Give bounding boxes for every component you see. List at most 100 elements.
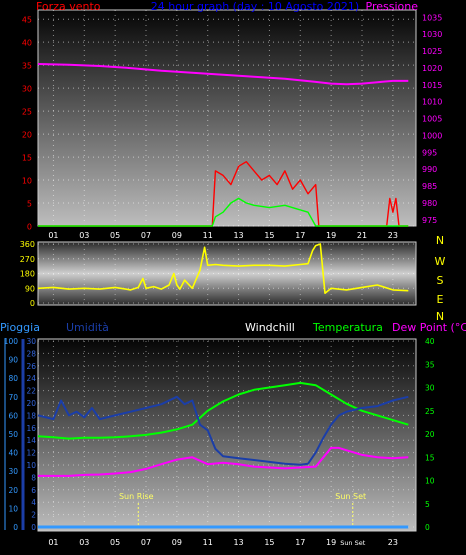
wind-hour-tick-21: 21 bbox=[357, 231, 367, 240]
series-dew-point-c-line bbox=[38, 446, 409, 477]
wind-speed-tick-labels: 0 5 10 15 20 25 30 35 40 45 bbox=[22, 16, 32, 232]
rain-tick-50: 50 bbox=[8, 430, 18, 439]
wind-speed-tick-40: 40 bbox=[22, 39, 32, 48]
temp-hour-tick-01: 01 bbox=[48, 538, 58, 547]
wind-direction-series bbox=[37, 243, 409, 295]
wind-hour-tick-11: 11 bbox=[203, 231, 213, 240]
wind-pressure-series bbox=[37, 63, 409, 227]
temp-hour-tick-17: 17 bbox=[295, 538, 305, 547]
humidity-tick-30: 30 bbox=[26, 337, 36, 346]
humidity-tick-22: 22 bbox=[26, 387, 36, 396]
humidity-tick-8: 8 bbox=[31, 473, 36, 482]
wind-hour-tick-15: 15 bbox=[264, 231, 274, 240]
pressure-tick-1020: 1020 bbox=[422, 64, 442, 73]
temp-hour-tick-03: 03 bbox=[79, 538, 89, 547]
dewpoint-label: Dew Point (°C) bbox=[392, 321, 466, 334]
wind-speed-tick-15: 15 bbox=[22, 154, 32, 163]
rain-tick-labels: 0 10 20 30 40 50 60 70 80 90 100 bbox=[4, 337, 19, 532]
temp-hour-tick-09: 09 bbox=[172, 538, 182, 547]
rain-tick-10: 10 bbox=[8, 504, 18, 513]
temp-hour-tick-19: 19 bbox=[326, 538, 336, 547]
wind-hour-tick-17: 17 bbox=[295, 231, 305, 240]
humidity-tick-28: 28 bbox=[26, 349, 36, 358]
temp-hour-tick-05: 05 bbox=[110, 538, 120, 547]
temperature-tick-labels: 0 5 10 15 20 25 30 35 40 bbox=[425, 337, 435, 532]
humidity-tick-14: 14 bbox=[26, 436, 36, 445]
wind-hour-tick-09: 09 bbox=[172, 231, 182, 240]
compass-label-3: E bbox=[437, 293, 444, 306]
temp-hour-tick-23: 23 bbox=[388, 538, 398, 547]
series-raffica-line bbox=[38, 160, 409, 227]
rain-tick-20: 20 bbox=[8, 486, 18, 495]
wind-hour-tick-labels: 01 03 05 07 09 11 13 15 17 19 21 23 bbox=[48, 231, 398, 240]
rain-axis-label: Pioggia bbox=[0, 321, 40, 334]
wind-speed-tick-20: 20 bbox=[22, 131, 32, 140]
rain-tick-40: 40 bbox=[8, 449, 18, 458]
sun-rise-label: Sun Rise bbox=[119, 492, 154, 501]
series-pressione-line bbox=[37, 63, 409, 86]
humidity-tick-12: 12 bbox=[26, 449, 36, 458]
compass-label-2: S bbox=[437, 274, 444, 287]
wind-direction-degree-labels: 0 90 180 270 360 bbox=[20, 240, 35, 308]
temp-hour-tick-11: 11 bbox=[203, 538, 213, 547]
compass-label-0: N bbox=[436, 234, 444, 247]
pressure-tick-1035: 1035 bbox=[422, 13, 442, 22]
series-media-line bbox=[38, 197, 409, 227]
temperature-tick-15: 15 bbox=[425, 453, 435, 462]
temperature-tick-20: 20 bbox=[425, 430, 435, 439]
direction-tick-360: 360 bbox=[20, 240, 35, 249]
pressure-tick-labels: 975 980 985 990 995 1000 1005 1010 1015 1020 1025 1… bbox=[422, 13, 442, 225]
series-temperatura-line bbox=[37, 381, 409, 440]
wind-speed-tick-30: 30 bbox=[22, 85, 32, 94]
pressure-tick-995: 995 bbox=[422, 148, 437, 157]
wind-pressure-grid bbox=[38, 10, 416, 227]
pressure-tick-980: 980 bbox=[422, 199, 437, 208]
wind-speed-tick-45: 45 bbox=[22, 16, 32, 25]
temperature-tick-35: 35 bbox=[425, 360, 435, 369]
direction-tick-270: 270 bbox=[20, 255, 35, 264]
wind-hour-tick-05: 05 bbox=[110, 231, 120, 240]
temp-hour-tick-13: 13 bbox=[233, 538, 243, 547]
temperature-label: Temperatura bbox=[312, 321, 383, 334]
rain-tick-100: 100 bbox=[4, 337, 19, 346]
humidity-tick-18: 18 bbox=[26, 411, 36, 420]
wind-hour-tick-07: 07 bbox=[141, 231, 151, 240]
chart-title: 24 hour graph (day : 10 Agosto 2021) bbox=[151, 0, 359, 13]
temperature-tick-0: 0 bbox=[425, 523, 430, 532]
compass-label-1: W bbox=[435, 255, 446, 268]
pressure-axis-label: Pressione bbox=[366, 0, 419, 13]
pressure-tick-1025: 1025 bbox=[422, 47, 442, 56]
windchill-label: Windchill bbox=[245, 321, 295, 334]
rain-tick-80: 80 bbox=[8, 374, 18, 383]
humidity-tick-24: 24 bbox=[26, 374, 36, 383]
humidity-tick-20: 20 bbox=[26, 399, 36, 408]
temperature-tick-10: 10 bbox=[425, 477, 435, 486]
direction-tick-0: 0 bbox=[30, 299, 35, 308]
series-umidit-line bbox=[37, 395, 409, 466]
pressure-tick-1010: 1010 bbox=[422, 98, 442, 107]
series-wind-direction-line bbox=[37, 243, 409, 295]
rain-tick-70: 70 bbox=[8, 393, 18, 402]
rain-tick-90: 90 bbox=[8, 356, 18, 365]
wind-hour-tick-01: 01 bbox=[48, 231, 58, 240]
temp-hour-tick-07: 07 bbox=[141, 538, 151, 547]
direction-tick-90: 90 bbox=[25, 284, 35, 293]
wind-hour-tick-23: 23 bbox=[388, 231, 398, 240]
wind-direction-plot-area bbox=[37, 241, 417, 306]
direction-tick-180: 180 bbox=[20, 270, 35, 279]
wind-speed-tick-10: 10 bbox=[22, 177, 32, 186]
pressure-tick-975: 975 bbox=[422, 216, 437, 225]
humidity-tick-4: 4 bbox=[31, 498, 36, 507]
wind-hour-tick-13: 13 bbox=[233, 231, 243, 240]
compass-label-4: N bbox=[436, 310, 444, 323]
wind-speed-tick-5: 5 bbox=[27, 200, 32, 209]
pressure-tick-990: 990 bbox=[422, 165, 437, 174]
wind-speed-tick-25: 25 bbox=[22, 108, 32, 117]
wind-hour-tick-19: 19 bbox=[326, 231, 336, 240]
temperature-tick-5: 5 bbox=[425, 500, 430, 509]
rain-tick-0: 0 bbox=[13, 523, 18, 532]
pressure-tick-1000: 1000 bbox=[422, 131, 442, 140]
